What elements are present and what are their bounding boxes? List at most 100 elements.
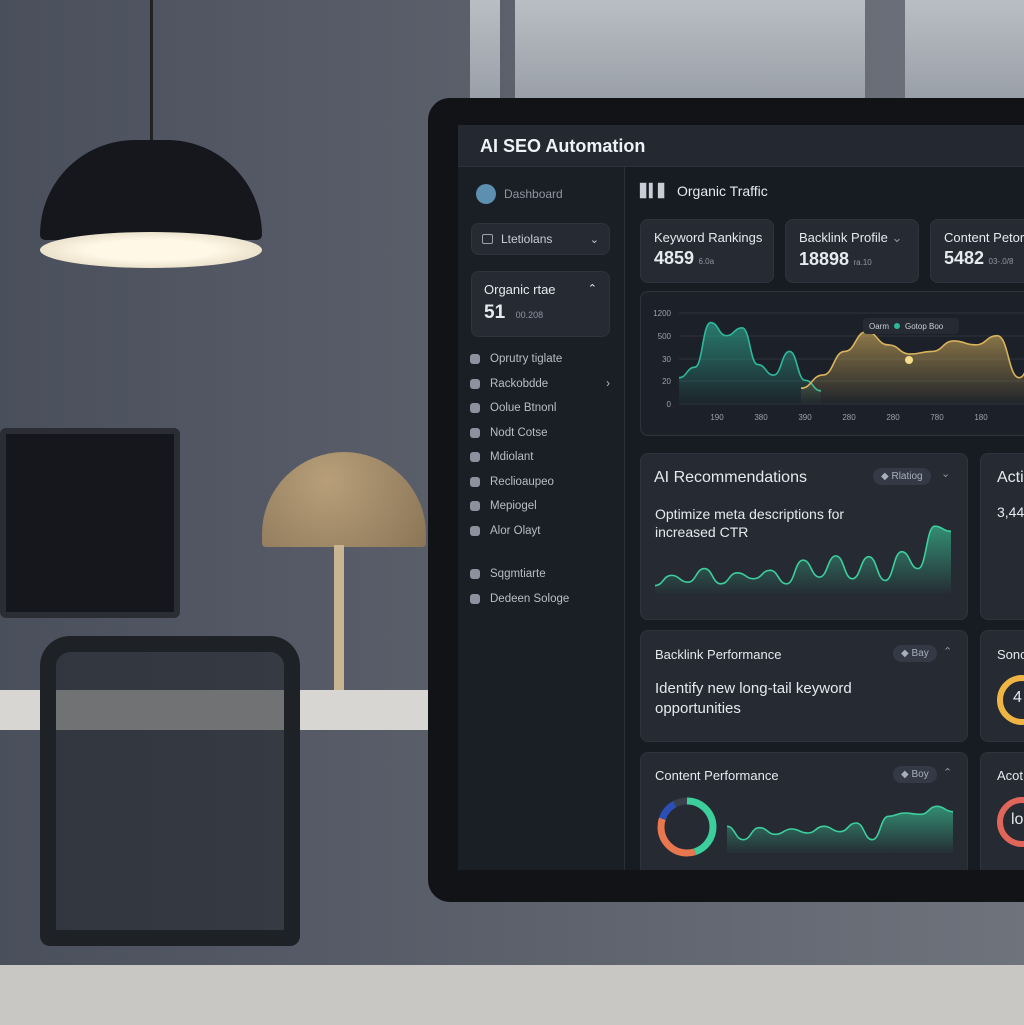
content-spark-line	[727, 805, 954, 841]
badge-label: Bay	[911, 648, 929, 659]
card-title: Content Performance	[655, 768, 779, 783]
data-point-marker[interactable]	[905, 356, 913, 364]
card-value: 3,44	[997, 504, 1024, 520]
section-header: ▋▍▋ Organic Traffic	[640, 183, 768, 199]
chevron-up-icon[interactable]: ⌃	[943, 767, 953, 779]
window	[470, 0, 500, 98]
link-icon	[470, 378, 480, 389]
content-spark-area	[727, 806, 953, 853]
grid-icon	[470, 525, 480, 536]
ai-spark-line	[655, 525, 952, 587]
right-card-3: Acot lo	[980, 752, 1024, 870]
kpi-card[interactable]: Backlink Profile ⌄ 18898 ra.10	[785, 219, 919, 283]
dashboard-screen: AI SEO Automation Dashboard Ltetiolans ⌄…	[458, 125, 1024, 870]
bar-chart-icon: ▋▍▋	[640, 183, 668, 198]
pin-icon	[470, 452, 480, 462]
badge-label: Boy	[911, 769, 929, 780]
card-title: Sonc	[997, 647, 1024, 662]
y-tick-label: 500	[658, 332, 672, 341]
x-tick-label: 190	[710, 413, 724, 422]
recommendation-text: Optimize meta descriptions for increased…	[655, 506, 845, 540]
office-chair	[40, 636, 300, 946]
gauge-ring	[997, 797, 1024, 847]
stat-value: 51	[484, 302, 506, 323]
traffic-chart-panel: 1200 500 30 20 0 190 380 390 280 280 780 180 Oarm Got…	[640, 291, 1024, 436]
sidebar-item[interactable]: Reclioaupeo	[470, 476, 610, 488]
y-tick-label: 1200	[653, 309, 671, 318]
teal-series-area	[679, 322, 821, 404]
x-tick-label: 280	[886, 413, 900, 422]
card-value: lo	[1011, 811, 1024, 828]
card-title: Acot	[997, 768, 1024, 783]
gold-series-line	[800, 330, 1024, 390]
content-sparkline	[727, 805, 954, 853]
sidebar-item-label: Dedeen Sologe	[490, 593, 570, 605]
sidebar: Dashboard Ltetiolans ⌄ Organic rtae ⌃ 51 …	[458, 167, 625, 870]
kpi-sub: ra.10	[853, 258, 872, 267]
x-tick-label: 280	[842, 413, 856, 422]
sidebar-item-label: Oolue Btnonl	[490, 402, 557, 414]
sidebar-item[interactable]: Sqgmtiarte	[470, 568, 610, 580]
sidebar-dropdown[interactable]: Ltetiolans ⌄	[471, 223, 610, 255]
kpi-card[interactable]: Keyword Rankings 4859 6.0a	[640, 219, 774, 283]
rating-badge[interactable]: ◆ Rlatiog	[873, 468, 931, 485]
badge[interactable]: ◆ Bay	[893, 645, 937, 662]
lamp-cord	[150, 0, 153, 145]
sidebar-item[interactable]: Oprutry tiglate	[470, 353, 610, 365]
sidebar-item-label: Alor Olayt	[490, 524, 541, 537]
desk-surface	[0, 965, 1024, 1025]
x-tick-label: 180	[974, 413, 988, 422]
sidebar-item[interactable]: Dedeen Sologe	[470, 593, 610, 605]
legend-label: Gotop Boo	[905, 322, 944, 331]
cloud-icon	[470, 427, 480, 438]
kpi-sub: 6.0a	[698, 257, 715, 266]
right-card-1: Acti 3,44	[980, 453, 1024, 620]
right-card-2: Sonc 4	[980, 630, 1024, 742]
recommendation-text: Identify new long-tail keyword opportuni…	[655, 680, 852, 717]
kpi-label: Backlink Profile	[799, 230, 888, 245]
sidebar-item[interactable]: Mepiogel	[470, 500, 610, 512]
kpi-value: 5482	[944, 248, 985, 268]
card-title: Backlink Performance	[655, 647, 782, 662]
sidebar-dashboard[interactable]: Dashboard	[476, 184, 563, 204]
sidebar-item-label: Nodt Cotse	[490, 426, 548, 439]
chart-tooltip	[863, 318, 959, 334]
badge[interactable]: ◆ Boy	[893, 766, 937, 783]
logo-icon	[476, 184, 496, 204]
sidebar-item-label: Reclioaupeo	[490, 475, 554, 488]
sidebar-item[interactable]: Alor Olayt	[470, 525, 610, 537]
box-icon	[470, 594, 480, 604]
card-title: AI Recommendations	[654, 469, 807, 486]
globe-icon	[470, 569, 480, 579]
chevron-down-icon: ⌄	[891, 230, 903, 245]
chevron-up-icon[interactable]: ⌃	[943, 646, 953, 658]
legend-label: Oarm	[869, 322, 889, 331]
x-tick-label: 780	[930, 413, 944, 422]
sidebar-item-label: Sqgmtiarte	[490, 568, 546, 580]
sidebar-item-label: Mepiogel	[490, 500, 537, 512]
donut-segment	[657, 797, 717, 857]
kpi-label: Content Petor	[944, 230, 1024, 245]
file-icon	[470, 501, 480, 511]
content-donut	[657, 797, 717, 857]
y-tick-label: 20	[662, 377, 671, 386]
legend-dot	[894, 323, 900, 329]
organic-stat-card[interactable]: Organic rtae ⌃ 51 00.208	[471, 271, 610, 337]
home-icon	[482, 234, 493, 244]
sidebar-item-label: Oprutry tiglate	[490, 353, 563, 365]
sidebar-item[interactable]: Nodt Cotse	[470, 427, 610, 439]
sidebar-item[interactable]: Oolue Btnonl	[470, 402, 610, 414]
traffic-chart: 1200 500 30 20 0 190 380 390 280 280 780 180 Oarm Got…	[653, 309, 1024, 422]
sidebar-item[interactable]: Mdiolant	[470, 451, 610, 463]
ai-sparkline	[655, 525, 952, 594]
backlink-performance-card: Backlink Performance ◆ Bay ⌃ Identify ne…	[640, 630, 968, 742]
chevron-down-icon[interactable]: ⌄	[941, 468, 951, 480]
kpi-value: 4859	[654, 248, 695, 268]
chevron-down-icon: ⌄	[589, 233, 599, 246]
x-tick-label: 380	[754, 413, 768, 422]
card-value: 4	[1013, 689, 1022, 706]
y-tick-label: 30	[662, 355, 671, 364]
sidebar-item[interactable]: Rackobdde ›	[470, 378, 610, 390]
chevron-right-icon: ›	[606, 377, 610, 390]
kpi-card[interactable]: Content Petor 5482 03-.0/8	[930, 219, 1024, 283]
